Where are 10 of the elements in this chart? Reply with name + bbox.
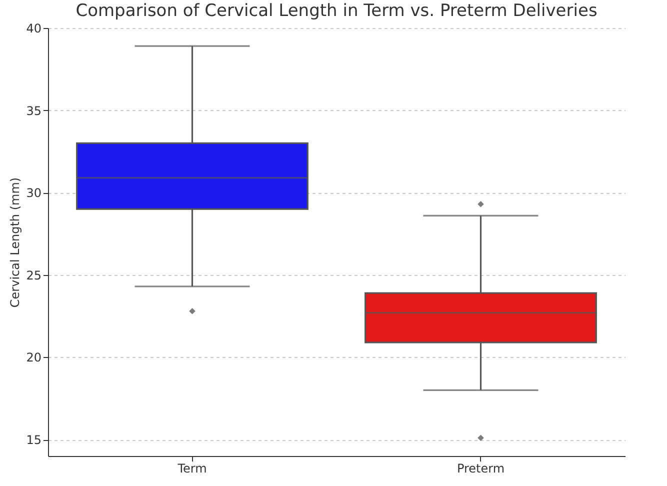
y-tick-label: 20 — [26, 350, 42, 365]
x-tick-label: Preterm — [456, 462, 505, 476]
x-tick-label: Term — [176, 462, 207, 476]
y-tick-label: 25 — [26, 268, 42, 282]
y-axis-title: Cervical Length (mm) — [8, 177, 22, 308]
y-tick-label: 15 — [26, 433, 42, 448]
chart-title: Comparison of Cervical Length in Term vs. Preterm Deliveries — [76, 1, 598, 21]
y-tick-label: 40 — [26, 22, 42, 36]
y-tick-label: 35 — [26, 104, 42, 118]
y-tick-label: 30 — [26, 186, 42, 200]
